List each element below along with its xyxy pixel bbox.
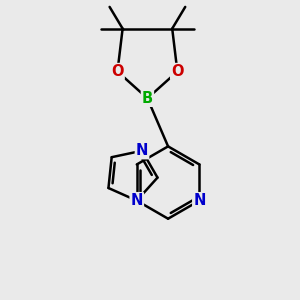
Text: B: B	[142, 91, 153, 106]
Text: O: O	[171, 64, 184, 79]
Text: N: N	[136, 143, 148, 158]
Text: O: O	[111, 64, 124, 79]
Text: N: N	[193, 193, 206, 208]
Text: N: N	[130, 193, 143, 208]
